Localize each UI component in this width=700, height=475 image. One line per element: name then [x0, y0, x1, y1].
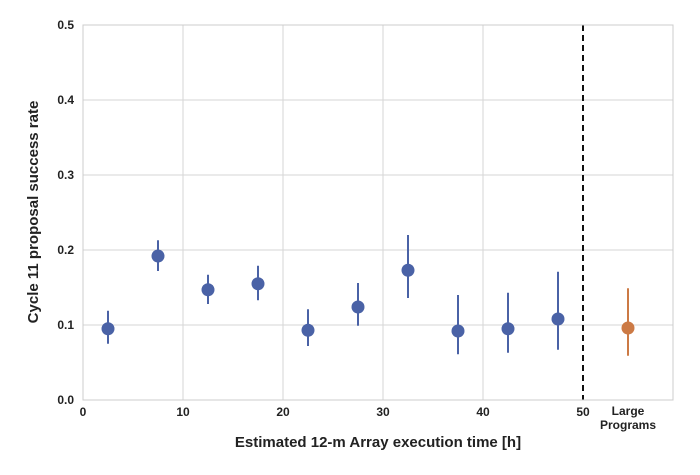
x-axis-label: Estimated 12-m Array execution time [h]	[235, 434, 521, 451]
x-tick-label: 40	[476, 405, 490, 419]
y-tick-label: 0.1	[57, 318, 74, 332]
large-programs-label-line: Programs	[600, 418, 656, 432]
y-tick-label: 0.5	[57, 18, 74, 32]
data-point	[451, 324, 465, 338]
x-tick-label: 0	[80, 405, 87, 419]
plot-frame	[82, 24, 674, 401]
y-axis-label: Cycle 11 proposal success rate	[25, 101, 42, 324]
data-point	[101, 322, 115, 336]
data-point	[551, 312, 565, 326]
grid	[83, 25, 673, 400]
x-tick-label: 30	[376, 405, 390, 419]
data-marks	[101, 235, 635, 356]
data-point	[251, 277, 265, 291]
data-point	[621, 321, 635, 335]
x-tick-label: 50	[576, 405, 590, 419]
large-programs-label-line: Large	[612, 404, 645, 418]
y-tick-label: 0.0	[57, 393, 74, 407]
data-point	[501, 322, 515, 336]
data-point	[151, 249, 165, 263]
y-tick-label: 0.2	[57, 243, 74, 257]
large-programs-tick-label: Large Programs	[600, 404, 656, 432]
tick-labels: 0 10 20 30 40 50 0.0 0.1 0.2 0.3 0.4 0.5	[57, 18, 590, 419]
y-tick-label: 0.4	[57, 93, 74, 107]
data-point	[201, 283, 215, 297]
x-tick-label: 20	[276, 405, 290, 419]
data-point	[401, 263, 415, 277]
x-tick-label: 10	[176, 405, 190, 419]
data-point	[351, 300, 365, 314]
data-point	[301, 323, 315, 337]
y-tick-label: 0.3	[57, 168, 74, 182]
